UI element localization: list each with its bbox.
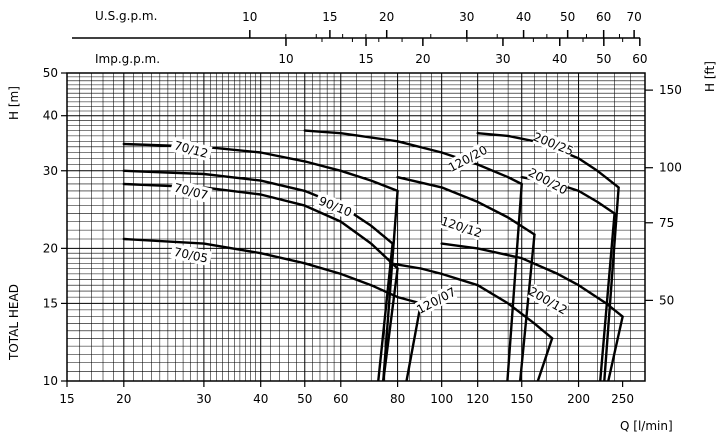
curve-70-07 (122, 169, 394, 245)
curve-200-25-limit (603, 187, 620, 382)
us-gpm-tick-label: 15 (322, 10, 337, 24)
top-axis-label-imp: Imp.g.p.m. (95, 52, 160, 66)
curve-label-bg (169, 243, 213, 267)
curve-120-20-limit (506, 183, 523, 382)
right-tick-label: 100 (659, 161, 682, 175)
y-tick-label: 50 (43, 66, 58, 80)
curve-label: 200/12 (526, 284, 570, 317)
x-tick-label: 200 (567, 392, 590, 406)
us-gpm-tick-label: 40 (516, 10, 531, 24)
curve-70-07-limit (377, 243, 394, 382)
imp-gpm-tick-label: 20 (415, 52, 430, 66)
curve-label-bg (526, 164, 570, 197)
curve-label-group: 120/07 (414, 284, 458, 317)
curve-label-group: 200/20 (526, 164, 570, 197)
curve-label: 120/12 (439, 214, 483, 240)
curve-label-bg (527, 283, 570, 317)
curve-120-07-limit (536, 337, 554, 382)
curve-label-bg (446, 142, 489, 175)
curve-120-12 (396, 175, 536, 236)
curve-label: 200/25 (531, 130, 575, 159)
imp-gpm-tick-label: 15 (358, 52, 373, 66)
imp-gpm-tick-label: 60 (632, 52, 647, 66)
y-axis-label: TOTAL HEAD (7, 284, 21, 361)
y-tick-label: 10 (43, 374, 58, 388)
curve-label-bg (532, 129, 575, 159)
y-axis-right-label: H [ft] (703, 61, 717, 92)
y-axis-top-label: H [m] (7, 86, 21, 120)
curve-label: 120/20 (446, 143, 490, 175)
right-tick-label: 150 (659, 83, 682, 97)
curve-label-group: 70/07 (169, 178, 213, 204)
curve-200-20-limit (599, 213, 616, 382)
curve-70-05 (122, 237, 423, 305)
x-tick-label: 80 (390, 392, 405, 406)
curve-120-20 (303, 129, 523, 186)
x-tick-label: 150 (510, 392, 533, 406)
curve-label-group: 90/10 (314, 191, 357, 221)
curve-label-bg (414, 284, 458, 317)
top-axis-label-us: U.S.g.p.m. (95, 9, 157, 23)
curve-label-bg (440, 213, 483, 241)
imp-gpm-tick-label: 50 (596, 52, 611, 66)
curve-label-bg (169, 136, 213, 162)
us-gpm-tick-label: 20 (379, 10, 394, 24)
imp-gpm-tick-label: 40 (552, 52, 567, 66)
us-gpm-tick-label: 70 (626, 10, 641, 24)
y-tick-label: 20 (43, 241, 58, 255)
curve-90-10-limit (382, 268, 399, 382)
curve-70-05-limit (405, 303, 423, 382)
x-tick-label: 20 (116, 392, 131, 406)
curve-70-12-limit (382, 190, 399, 382)
curve-120-12-limit (518, 234, 536, 382)
curve-label-group: 70/05 (169, 243, 213, 267)
x-tick-label: 120 (466, 392, 489, 406)
plot-frame (66, 72, 646, 382)
curve-120-07 (388, 262, 554, 340)
x-tick-label: 15 (59, 392, 74, 406)
curve-label-group: 200/25 (531, 129, 576, 159)
curve-label: 90/10 (317, 194, 354, 220)
us-gpm-tick-label: 30 (459, 10, 474, 24)
y-tick-label: 15 (43, 296, 58, 310)
curve-label-group: 200/12 (526, 283, 570, 317)
curve-200-12-limit (607, 316, 624, 382)
right-tick-label: 50 (659, 293, 674, 307)
x-tick-label: 40 (253, 392, 268, 406)
curve-label: 200/20 (526, 165, 570, 197)
x-axis-label: Q [l/min] (620, 419, 673, 433)
x-tick-label: 60 (333, 392, 348, 406)
imp-gpm-tick-label: 30 (495, 52, 510, 66)
x-tick-label: 50 (297, 392, 312, 406)
right-tick-label: 75 (659, 216, 674, 230)
us-gpm-tick-label: 50 (560, 10, 575, 24)
curve-200-12 (440, 242, 624, 318)
us-gpm-tick-label: 10 (242, 10, 257, 24)
us-gpm-tick-label: 60 (596, 10, 611, 24)
curve-label-bg (169, 178, 213, 204)
y-tick-label: 30 (43, 164, 58, 178)
curve-label-bg (314, 191, 357, 221)
y-tick-label: 40 (43, 109, 58, 123)
x-tick-label: 30 (196, 392, 211, 406)
imp-gpm-tick-label: 10 (278, 52, 293, 66)
x-tick-label: 100 (430, 392, 453, 406)
x-tick-label: 250 (611, 392, 634, 406)
curve-label-group: 70/12 (169, 136, 213, 162)
